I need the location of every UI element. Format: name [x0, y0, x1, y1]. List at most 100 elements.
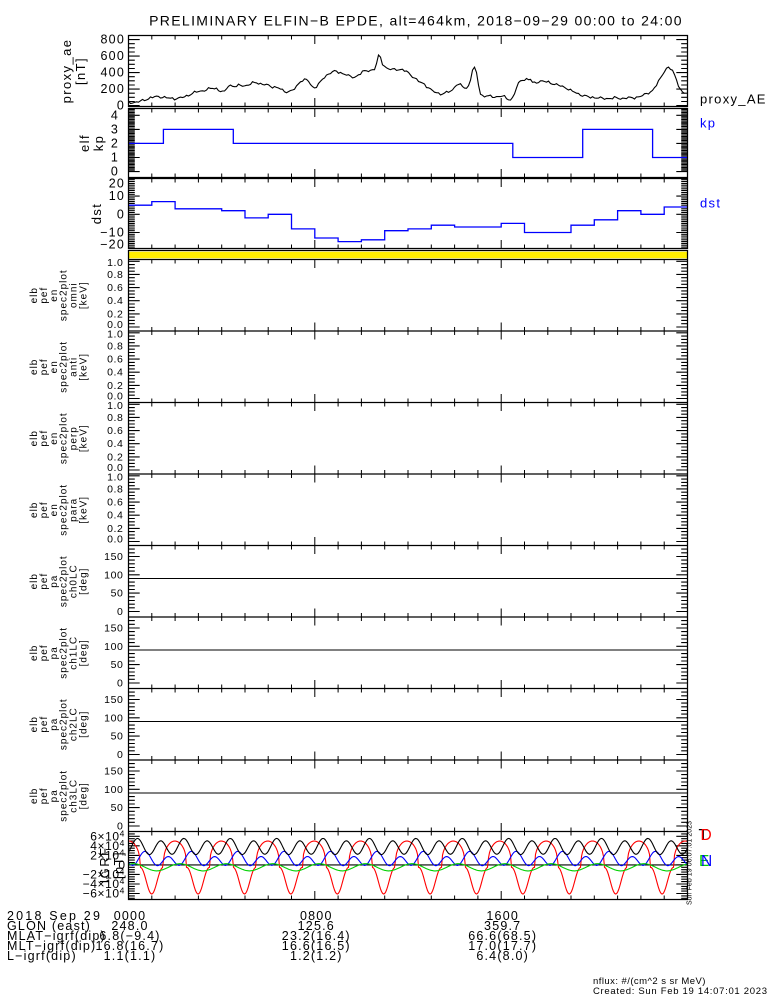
svg-text:pef: pef	[39, 573, 50, 590]
svg-text:spec2plot: spec2plot	[59, 698, 70, 750]
svg-text:0: 0	[117, 821, 123, 833]
svg-text:800: 800	[101, 33, 125, 47]
svg-text:spec2plot: spec2plot	[59, 269, 70, 321]
svg-text:1.2(1.2): 1.2(1.2)	[290, 949, 343, 963]
svg-text:0.8: 0.8	[107, 340, 123, 352]
svg-text:0.2: 0.2	[107, 523, 123, 535]
svg-text:400: 400	[101, 66, 125, 80]
svg-text:pa: pa	[49, 575, 60, 588]
svg-text:0.4: 0.4	[107, 510, 123, 522]
svg-text:GLON (east): GLON (east)	[7, 919, 91, 933]
svg-text:100: 100	[104, 784, 123, 796]
svg-text:6×104: 6×104	[90, 828, 125, 843]
svg-text:1600: 1600	[486, 909, 519, 923]
svg-text:IGRF: IGRF	[97, 847, 112, 884]
svg-text:N: N	[701, 853, 712, 870]
svg-text:150: 150	[104, 623, 123, 635]
svg-text:0.4: 0.4	[107, 295, 123, 307]
svg-text:1.1(1.1): 1.1(1.1)	[104, 949, 157, 963]
svg-text:10: 10	[109, 189, 125, 203]
svg-text:0.8: 0.8	[107, 412, 123, 424]
svg-text:pa: pa	[49, 718, 60, 731]
svg-text:ch0LC: ch0LC	[69, 564, 80, 598]
svg-text:elb: elb	[29, 645, 40, 661]
svg-text:1.0: 1.0	[107, 257, 123, 269]
svg-text:[keV]: [keV]	[79, 496, 90, 524]
svg-text:en: en	[49, 503, 60, 516]
svg-text:en: en	[49, 360, 60, 373]
svg-text:elf: elf	[77, 134, 92, 152]
svg-text:nflux: #/(cm^2 s sr MeV): nflux: #/(cm^2 s sr MeV)	[593, 976, 706, 987]
svg-text:spec2plot: spec2plot	[59, 412, 70, 464]
svg-text:[deg]: [deg]	[79, 568, 90, 595]
svg-text:pef: pef	[39, 644, 50, 661]
svg-text:[keV]: [keV]	[79, 424, 90, 452]
svg-text:0.8: 0.8	[107, 483, 123, 495]
svg-text:6.8(−9.4): 6.8(−9.4)	[99, 929, 160, 943]
svg-text:elb: elb	[29, 716, 40, 732]
svg-text:100: 100	[104, 569, 123, 581]
svg-text:−20: −20	[100, 238, 125, 252]
svg-text:0.2: 0.2	[107, 308, 123, 320]
svg-text:omni: omni	[69, 282, 80, 308]
svg-text:0.6: 0.6	[107, 354, 123, 366]
svg-text:0: 0	[117, 99, 125, 113]
svg-text:359.7: 359.7	[484, 919, 521, 933]
svg-text:2018 Sep 29: 2018 Sep 29	[7, 909, 102, 923]
svg-text:en: en	[49, 432, 60, 445]
svg-text:17.0(17.7): 17.0(17.7)	[468, 939, 537, 953]
svg-text:200: 200	[101, 82, 125, 96]
svg-text:pef: pef	[39, 287, 50, 304]
svg-text:kp: kp	[91, 135, 106, 152]
svg-text:elb: elb	[29, 359, 40, 375]
svg-text:0: 0	[117, 606, 123, 618]
svg-text:spec2plot: spec2plot	[59, 341, 70, 393]
svg-text:23.2(16.4): 23.2(16.4)	[282, 929, 351, 943]
svg-text:16.6(16.5): 16.6(16.5)	[282, 939, 351, 953]
svg-text:100: 100	[104, 641, 123, 653]
svg-text:D: D	[701, 827, 712, 844]
svg-text:0.4: 0.4	[107, 367, 123, 379]
svg-text:2: 2	[111, 136, 119, 150]
svg-text:−6×104: −6×104	[83, 886, 125, 901]
svg-text:125.6: 125.6	[298, 919, 335, 933]
svg-text:1.0: 1.0	[107, 329, 123, 341]
svg-text:spec2plot: spec2plot	[59, 770, 70, 822]
svg-text:50: 50	[111, 731, 124, 743]
svg-text:1: 1	[111, 151, 119, 165]
svg-text:0.6: 0.6	[107, 497, 123, 509]
svg-text:proxy_AE: proxy_AE	[700, 92, 767, 107]
svg-text:E: E	[699, 853, 709, 870]
svg-text:pef: pef	[39, 501, 50, 518]
svg-text:−10: −10	[100, 225, 125, 239]
svg-text:50: 50	[111, 659, 124, 671]
svg-text:0.8: 0.8	[107, 269, 123, 281]
svg-text:0.6: 0.6	[107, 282, 123, 294]
svg-text:[deg]: [deg]	[79, 782, 90, 809]
svg-text:spec2plot: spec2plot	[59, 484, 70, 536]
svg-text:proxy_ae: proxy_ae	[59, 39, 74, 104]
svg-text:ch3LC: ch3LC	[69, 779, 80, 813]
svg-text:MLAT−igrf(dip): MLAT−igrf(dip)	[7, 929, 106, 943]
svg-text:0800: 0800	[300, 909, 333, 923]
svg-text:ch1LC: ch1LC	[69, 636, 80, 670]
svg-text:[deg]: [deg]	[79, 711, 90, 738]
svg-text:66.6(68.5): 66.6(68.5)	[468, 929, 537, 943]
svg-text:0.0: 0.0	[107, 319, 123, 331]
svg-text:16.8(16.7): 16.8(16.7)	[96, 939, 165, 953]
svg-text:L−igrf(dip): L−igrf(dip)	[7, 949, 77, 963]
svg-text:para: para	[69, 498, 80, 522]
svg-text:0.6: 0.6	[107, 425, 123, 437]
svg-text:Created: Sun Feb 19 14:07:01 2: Created: Sun Feb 19 14:07:01 2023	[593, 986, 768, 997]
svg-text:[nT]: [nT]	[111, 851, 126, 879]
svg-text:en: en	[49, 289, 60, 302]
svg-text:dst: dst	[700, 196, 721, 211]
svg-text:spec2plot: spec2plot	[59, 627, 70, 679]
svg-text:150: 150	[104, 551, 123, 563]
svg-text:pef: pef	[39, 787, 50, 804]
svg-text:4×104: 4×104	[90, 838, 125, 853]
svg-text:T: T	[699, 827, 709, 844]
svg-text:248.0: 248.0	[111, 919, 148, 933]
svg-text:0.4: 0.4	[107, 438, 123, 450]
svg-text:0000: 0000	[114, 909, 147, 923]
